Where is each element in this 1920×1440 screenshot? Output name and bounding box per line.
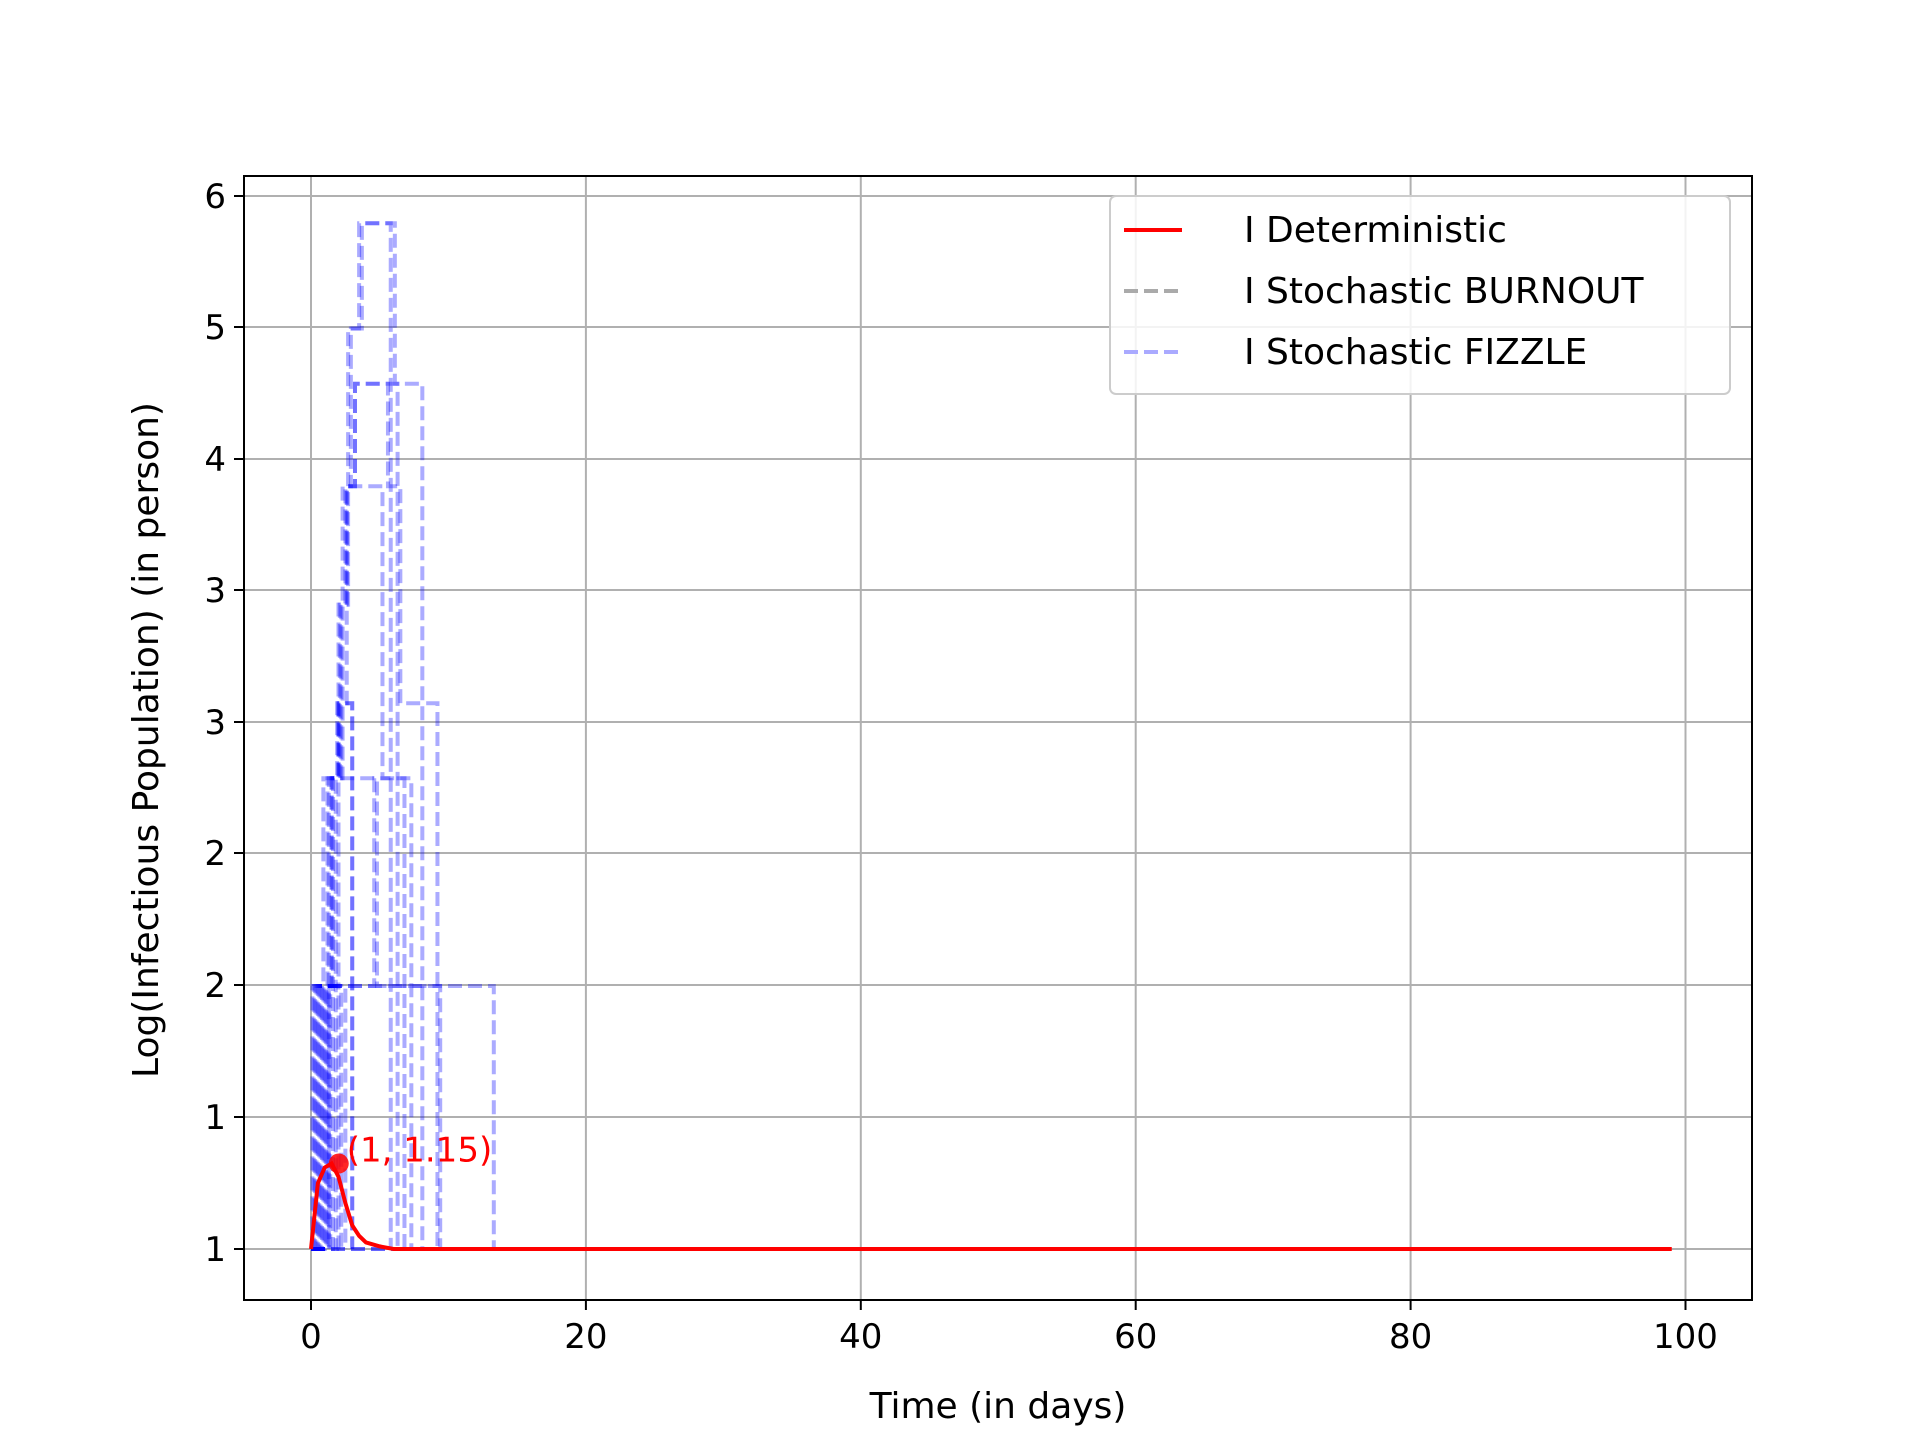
y-tick-label: 1 (204, 1098, 226, 1138)
y-tick-label: 4 (204, 440, 226, 480)
x-tick-label: 80 (1389, 1317, 1432, 1357)
series-lines (309, 1160, 1672, 1251)
x-tick-label: 100 (1653, 1317, 1718, 1357)
y-axis-label: Log(Infectious Population) (in person) (126, 402, 167, 1078)
y-tick-label: 3 (204, 571, 226, 611)
y-tick-label: 2 (204, 966, 226, 1006)
y-tick-label: 6 (204, 177, 226, 217)
fizzle-run-line (311, 381, 400, 1251)
legend-label: I Stochastic FIZZLE (1244, 332, 1587, 373)
annotation-label: (1, 1.15) (347, 1131, 492, 1171)
fizzle-run-line (311, 381, 440, 1251)
y-axis: 1 1 2 2 3 3 4 5 6 (204, 177, 244, 1270)
fizzle-run-line (311, 776, 443, 1251)
fizzle-runs (310, 221, 559, 1251)
x-tick-label: 40 (839, 1317, 882, 1357)
y-tick-label: 1 (204, 1230, 226, 1270)
legend: I Deterministic I Stochastic BURNOUT I Sto… (1109, 195, 1731, 395)
x-tick-label: 60 (1114, 1317, 1157, 1357)
x-axis: 0 20 40 60 80 100 (300, 1300, 1718, 1357)
x-axis-label: Time (in days) (869, 1386, 1127, 1427)
series-line (309, 1160, 1672, 1251)
annotation-group: (1, 1.15) (328, 1131, 492, 1174)
fizzle-run-line (311, 701, 355, 1251)
y-tick-label: 2 (204, 834, 226, 874)
fizzle-run-line (311, 221, 393, 1251)
legend-box (1109, 195, 1731, 395)
y-tick-label: 3 (204, 703, 226, 743)
fizzle-run-line (311, 701, 355, 1251)
plot-frame (243, 175, 1753, 1301)
x-tick-label: 0 (300, 1317, 322, 1357)
annotation-marker (328, 1153, 349, 1174)
legend-label: I Deterministic (1244, 210, 1507, 251)
fizzle-run-line (311, 221, 425, 1251)
y-tick-label: 5 (204, 308, 226, 348)
legend-label: I Stochastic BURNOUT (1244, 271, 1645, 312)
x-tick-label: 20 (564, 1317, 607, 1357)
